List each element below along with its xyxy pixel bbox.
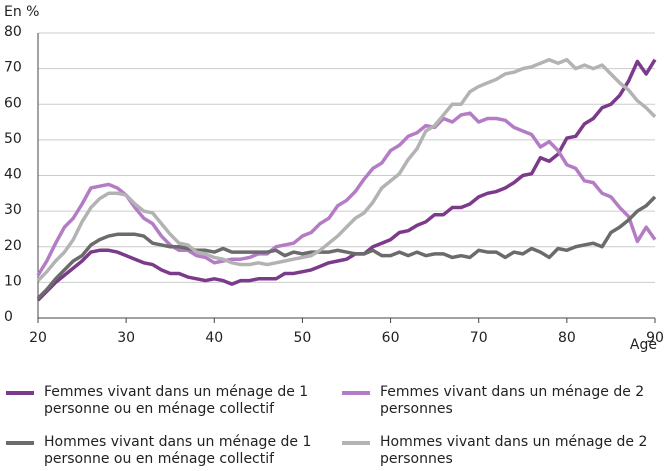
x-tick-label: 70 [470,330,488,346]
x-tick-label: 40 [205,330,223,346]
legend-item: Femmes vivant dans un ménage de 1 person… [6,384,314,418]
legend-swatch [342,391,370,395]
legend-item: Hommes vivant dans un ménage de 2 person… [342,434,650,468]
x-tick-label: 50 [294,330,312,346]
legend-swatch [6,441,34,445]
y-tick-label: 70 [4,60,22,76]
x-tick-label: 90 [646,330,664,346]
y-tick-label: 40 [4,167,22,183]
legend-label: Hommes vivant dans un ménage de 2 person… [380,434,648,467]
legend-label: Hommes vivant dans un ménage de 1 person… [44,434,312,467]
y-tick-label: 10 [4,273,22,289]
x-tick-label: 30 [117,330,135,346]
y-tick-label: 50 [4,131,22,147]
x-tick-label: 20 [29,330,47,346]
legend-swatch [6,391,34,395]
legend-label: Femmes vivant dans un ménage de 1 person… [44,384,309,417]
legend-item: Femmes vivant dans un ménage de 2 person… [342,384,650,418]
series-line [36,57,657,282]
chart: En % Age 0 10 20 30 40 50 60 70 80 20 30 40 50 60 70 80… [4,4,664,353]
series-line [36,58,657,302]
legend-label: Femmes vivant dans un ménage de 2 person… [380,384,645,417]
legend-swatch [342,441,370,445]
x-axis-label: Age [630,337,657,353]
y-tick-label: 20 [4,238,22,254]
y-tick-label: 60 [4,95,22,111]
series-line [36,111,657,277]
x-tick-label: 60 [382,330,400,346]
series-line [36,195,657,300]
y-tick-label: 80 [4,24,22,40]
x-tick-label: 80 [558,330,576,346]
legend-item: Hommes vivant dans un ménage de 1 person… [6,434,314,468]
y-axis-label: En % [4,4,39,20]
y-tick-label: 30 [4,202,22,218]
y-tick-label: 0 [4,309,13,325]
